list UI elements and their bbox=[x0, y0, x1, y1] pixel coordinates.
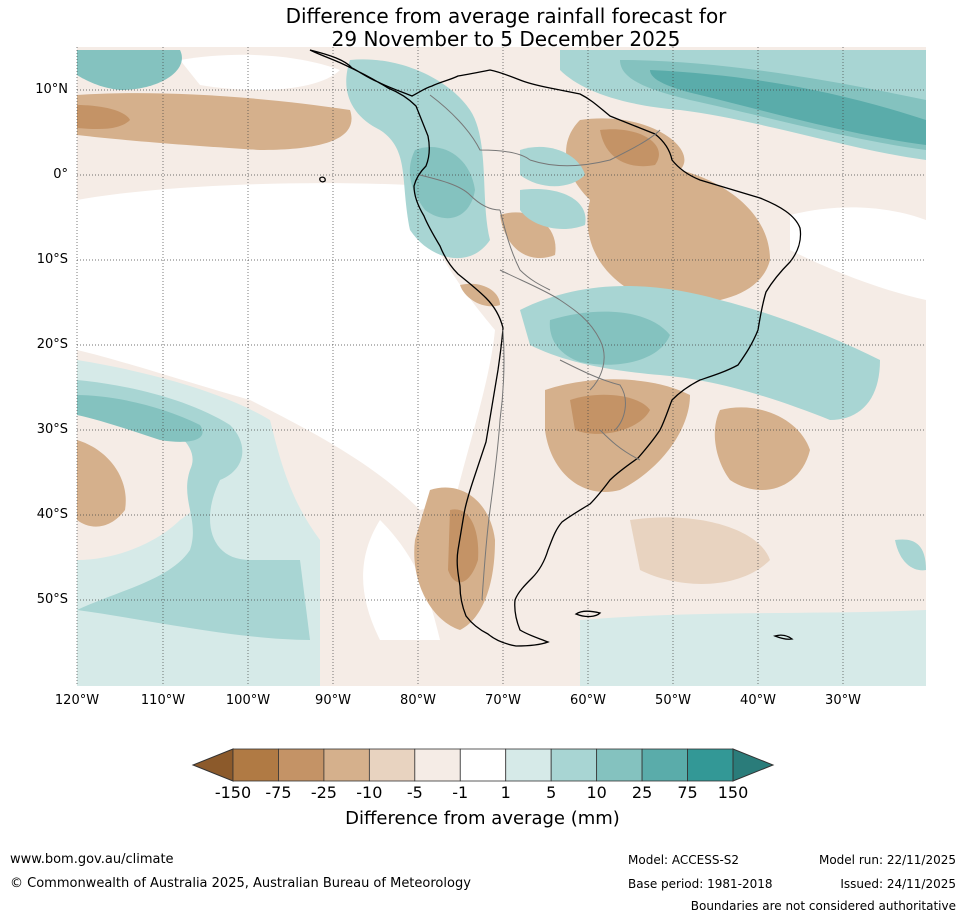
colorbar-tick-label: 5 bbox=[546, 783, 557, 802]
near-normal-nw bbox=[180, 54, 340, 90]
wet-amazon-north bbox=[520, 146, 585, 187]
map-title-line1: Difference from average rainfall forecas… bbox=[285, 4, 727, 28]
wet-south-pacific-core bbox=[77, 395, 203, 442]
graticule bbox=[76, 47, 926, 686]
colorbar-swatch bbox=[687, 748, 734, 782]
border-brazil-north bbox=[529, 129, 661, 167]
colorbar-swatch bbox=[596, 748, 643, 782]
dry-south-atlantic bbox=[714, 407, 810, 490]
lat-label-20s: 20°S bbox=[36, 337, 68, 352]
rainfall-anomaly-field bbox=[77, 47, 926, 686]
colorbar-extend-high bbox=[732, 748, 775, 782]
south-georgia bbox=[772, 634, 794, 640]
dry-patagonia-core bbox=[448, 509, 479, 583]
wet-central-south-america-core bbox=[549, 311, 670, 365]
colorbar-tick-label: -10 bbox=[356, 783, 383, 802]
south-america-outline bbox=[309, 49, 802, 647]
dry-northern-brazil bbox=[566, 118, 770, 304]
dry-bolivia bbox=[460, 283, 500, 307]
near-normal-pacific bbox=[77, 183, 495, 510]
border-paraguay bbox=[559, 359, 626, 431]
lon-label-50w: 50°W bbox=[655, 693, 691, 708]
base-period: Base period: 1981-2018 bbox=[628, 877, 773, 891]
colorbar-tick-label: 1 bbox=[500, 783, 511, 802]
colorbar-tick-label: -1 bbox=[452, 783, 469, 802]
lon-label-110w: 110°W bbox=[140, 693, 186, 708]
galapagos bbox=[319, 176, 326, 183]
border-colombia-ecuador-peru bbox=[419, 174, 501, 211]
wet-north-atlantic-core bbox=[650, 70, 926, 145]
lon-label-80w: 80°W bbox=[400, 693, 436, 708]
colorbar-tick-label: 75 bbox=[677, 783, 698, 802]
wet-far-south bbox=[580, 610, 926, 686]
colorbar-swatch bbox=[414, 748, 461, 782]
dry-northern-brazil-core bbox=[600, 129, 659, 167]
issued-date: Issued: 24/11/2025 bbox=[840, 877, 956, 891]
border-peru-brazil bbox=[499, 209, 551, 291]
lon-label-100w: 100°W bbox=[225, 693, 271, 708]
colorbar-tick-label: -150 bbox=[214, 783, 252, 802]
lon-label-60w: 60°W bbox=[570, 693, 606, 708]
copyright-notice: © Commonwealth of Australia 2025, Austra… bbox=[10, 876, 471, 891]
border-bolivia bbox=[499, 269, 605, 391]
near-normal-atlantic bbox=[790, 207, 926, 300]
lat-label-equator: 0° bbox=[53, 167, 68, 182]
border-argentina-chile bbox=[481, 329, 505, 601]
model-name: Model: ACCESS-S2 bbox=[628, 853, 740, 867]
colorbar-swatch bbox=[232, 748, 279, 782]
lon-label-90w: 90°W bbox=[315, 693, 351, 708]
boundaries-disclaimer: Boundaries are not considered authoritat… bbox=[690, 899, 956, 913]
colorbar bbox=[191, 748, 775, 782]
lat-label-10s: 10°S bbox=[36, 252, 68, 267]
border-colombia-venezuela bbox=[429, 94, 531, 161]
lat-label-10n: 10°N bbox=[35, 82, 68, 97]
lon-label-120w: 120°W bbox=[54, 693, 100, 708]
wet-south-pacific-band-mid bbox=[77, 380, 310, 640]
dry-east-pacific-core bbox=[77, 105, 130, 130]
colorbar-tick-label: -25 bbox=[310, 783, 337, 802]
dry-east-pacific bbox=[77, 93, 352, 150]
colorbar-swatch bbox=[368, 748, 416, 782]
lat-label-50s: 50°S bbox=[36, 592, 68, 607]
colorbar-title: Difference from average (mm) bbox=[345, 808, 620, 829]
colorbar-swatch bbox=[641, 748, 688, 782]
colorbar-extend-low bbox=[191, 748, 234, 782]
colorbar-swatch bbox=[505, 748, 552, 782]
colorbar-tick-labels: -150 -75 -25 -10 -5 -1 1 5 10 25 75 150 bbox=[0, 783, 965, 803]
colorbar-tick-label: 25 bbox=[631, 783, 653, 802]
wet-amazon-west bbox=[520, 189, 586, 230]
lon-label-30w: 30°W bbox=[825, 693, 861, 708]
colorbar-swatch bbox=[550, 748, 598, 782]
website-link[interactable]: www.bom.gov.au/climate bbox=[10, 852, 174, 867]
colorbar-swatch bbox=[459, 748, 507, 782]
border-uruguay bbox=[599, 429, 641, 461]
colorbar-tick-label: -75 bbox=[265, 783, 292, 802]
falkland-islands bbox=[574, 610, 602, 618]
colorbar-tick-label: 150 bbox=[717, 783, 749, 802]
dry-southern-brazil-core bbox=[570, 394, 650, 434]
lat-label-40s: 40°S bbox=[36, 507, 68, 522]
lon-label-40w: 40°W bbox=[740, 693, 776, 708]
colorbar-swatch bbox=[278, 748, 325, 782]
country-borders bbox=[419, 94, 661, 601]
lat-label-30s: 30°S bbox=[36, 422, 68, 437]
colorbar-swatch bbox=[323, 748, 370, 782]
dry-sw-pacific bbox=[77, 440, 126, 527]
near-normal-south bbox=[363, 520, 440, 640]
colorbar-tick-label: 10 bbox=[586, 783, 607, 802]
model-run-date: Model run: 22/11/2025 bbox=[818, 853, 956, 867]
dry-south-atlantic-east bbox=[630, 517, 770, 584]
coastlines bbox=[309, 49, 802, 647]
wet-east-south-atlantic bbox=[895, 539, 926, 571]
wet-nw-pacific bbox=[77, 50, 182, 90]
colorbar-tick-label: -5 bbox=[406, 783, 423, 802]
lon-label-70w: 70°W bbox=[485, 693, 521, 708]
map-title-line2: 29 November to 5 December 2025 bbox=[331, 27, 681, 51]
